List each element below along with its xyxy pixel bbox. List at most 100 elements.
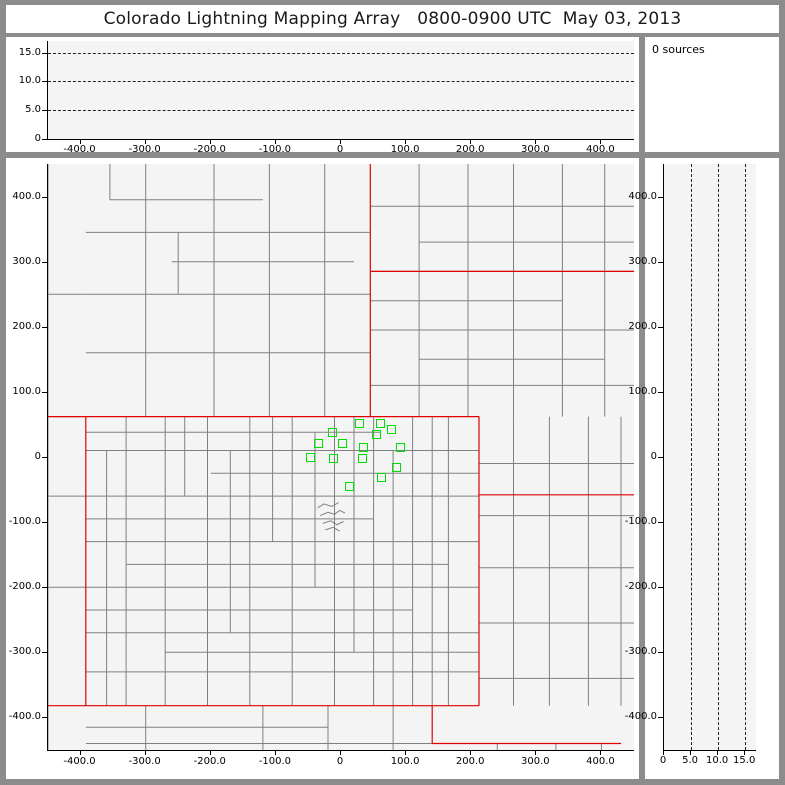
x-tick: [274, 750, 276, 755]
plan-view-map-panel: -400.0 -300.0 -200.0 -100.0 0 100.0 200.0 300.0…: [6, 158, 639, 779]
metro-detail: [317, 502, 339, 509]
x-tick: [144, 139, 146, 144]
y-tick: [42, 261, 47, 263]
x-tick: [535, 139, 537, 144]
x-tick: [600, 139, 602, 144]
gridline: [745, 164, 747, 750]
lma-station-marker: [329, 453, 339, 463]
lma-station-marker: [376, 472, 386, 482]
y-tick-label: -400.0: [8, 711, 41, 723]
metro-detail: [325, 526, 340, 532]
x-tick: [144, 750, 146, 755]
map-geography: [48, 164, 634, 750]
y-tick: [42, 457, 47, 458]
y-tick: [658, 717, 663, 719]
page-title: Colorado Lightning Mapping Array 0800-09…: [103, 9, 682, 29]
gridline: [691, 164, 693, 750]
y-tick-label: -100.0: [624, 516, 657, 528]
x-tick: [340, 750, 341, 755]
y-tick-label: 100.0: [12, 385, 41, 397]
gridline: [48, 52, 634, 54]
lma-station-marker: [355, 418, 365, 428]
y-tick-label: -300.0: [624, 646, 657, 658]
y-tick: [42, 587, 47, 589]
lma-station-marker: [338, 438, 348, 448]
y-tick: [658, 522, 663, 524]
y-tick: [42, 326, 47, 328]
altitude-northing-panel: 0 5.0 10.0 15.0 -400.0 -300.0 -200.0 -100.0 0 100…: [625, 158, 779, 779]
x-tick: [663, 750, 664, 755]
x-tick: [470, 750, 472, 755]
y-tick-label: 100.0: [628, 385, 657, 397]
x-tick: [600, 750, 602, 755]
y-tick-label: 5.0: [25, 104, 41, 116]
lma-station-marker: [357, 454, 367, 464]
y-tick: [658, 457, 663, 458]
x-tick: [470, 139, 472, 144]
y-tick: [658, 196, 663, 198]
y-tick-label: 300.0: [628, 255, 657, 267]
altitude-northing-plot-area: [663, 164, 756, 751]
y-tick: [42, 652, 47, 654]
gridline: [718, 164, 720, 750]
lma-station-marker: [359, 443, 369, 453]
y-tick: [42, 717, 47, 719]
y-tick-label: -200.0: [8, 581, 41, 593]
y-tick-label: -100.0: [8, 516, 41, 528]
y-tick: [42, 522, 47, 524]
x-tick: [274, 139, 276, 144]
y-tick-label: 0: [34, 451, 41, 462]
y-tick-label: -400.0: [624, 711, 657, 723]
y-tick: [658, 652, 663, 654]
time-altitude-plot-area: [47, 41, 634, 140]
lma-station-marker: [396, 443, 406, 453]
plan-view-plot-area: [47, 164, 634, 751]
title-bar: Colorado Lightning Mapping Array 0800-09…: [6, 5, 779, 33]
x-tick: [79, 139, 81, 144]
y-tick: [42, 110, 47, 112]
lma-station-marker: [344, 481, 354, 491]
y-tick-label: 400.0: [12, 190, 41, 202]
y-tick: [658, 326, 663, 328]
x-tick: [535, 750, 537, 755]
y-tick-label: -300.0: [8, 646, 41, 658]
x-tick: [209, 139, 211, 144]
y-tick: [42, 52, 47, 54]
lma-station-marker: [305, 453, 315, 463]
x-tick: [209, 750, 211, 755]
lma-station-marker: [392, 462, 402, 472]
y-tick: [42, 196, 47, 198]
lma-station-marker: [328, 428, 338, 438]
gridline: [48, 110, 634, 112]
y-tick-label: 0: [650, 451, 657, 462]
lma-station-marker: [314, 438, 324, 448]
y-tick: [42, 139, 47, 140]
gridline: [48, 81, 634, 83]
y-tick-label: 10.0: [18, 75, 41, 87]
x-tick: [405, 139, 407, 144]
y-tick-label: 400.0: [628, 190, 657, 202]
y-tick: [42, 81, 47, 83]
y-tick-label: 200.0: [12, 320, 41, 332]
metro-detail: [322, 520, 344, 526]
y-tick: [42, 391, 47, 393]
y-tick: [658, 391, 663, 393]
x-tick: [405, 750, 407, 755]
lma-station-marker: [387, 424, 397, 434]
x-tick: [340, 139, 341, 144]
sources-panel: 0 sources: [645, 37, 779, 152]
time-altitude-panel: -400.0 -300.0 -200.0 -100.0 0 100.0 200.0 300.0…: [6, 37, 639, 155]
lma-station-marker: [372, 429, 382, 439]
y-tick: [658, 261, 663, 263]
sources-count-label: 0 sources: [652, 43, 705, 56]
y-tick-label: 300.0: [12, 255, 41, 267]
x-tick: [690, 750, 692, 755]
y-tick-label: -200.0: [624, 581, 657, 593]
y-tick-label: 15.0: [18, 46, 41, 58]
lma-station-marker: [375, 419, 385, 429]
metro-detail: [320, 509, 346, 517]
x-tick: [79, 750, 81, 755]
x-tick: [717, 750, 719, 755]
y-tick: [658, 587, 663, 589]
